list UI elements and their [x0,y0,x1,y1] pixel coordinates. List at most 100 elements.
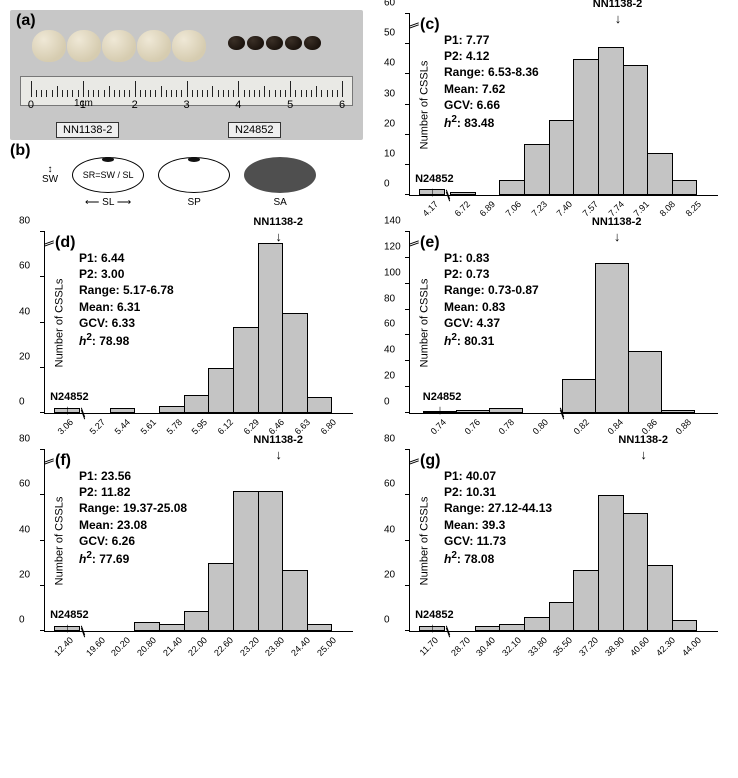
seeds-small [228,36,321,50]
sl-label: ⟵ SL ⟶ [73,197,143,208]
panel-a-label: (a) [16,12,36,30]
x-tick-label: 32.10 [500,635,523,658]
bar [456,410,490,413]
bar [628,351,662,413]
parent2-arrow-label: N24852↓ [415,173,454,185]
bar [595,263,629,413]
x-tick-label: 0.78 [497,417,516,436]
parent1-arrow-label: NN1138-2↓ [618,434,668,446]
bar [233,491,259,631]
x-tick-label: 7.23 [529,199,548,218]
x-tick-label: 42.30 [654,635,677,658]
x-tick-label: 7.06 [504,199,523,218]
panel-f: (f)Number of CSSLs02040608012.4019.6020.… [10,446,363,656]
panel-label: (d) [55,234,75,252]
bar [647,153,673,195]
x-tick-label: 44.00 [680,635,703,658]
histogram-e: (e)Number of CSSLs0204060801001201400.74… [409,232,718,414]
panel-label: (f) [55,452,71,470]
sw-label: SW [42,175,58,185]
bar [282,570,308,631]
x-tick-label: 23.20 [238,635,261,658]
x-tick-label: 28.70 [449,635,472,658]
seeds-large [32,30,206,62]
panel-b-diagram: (b) ↕ SW SR=SW / SL ⟵ SL ⟶ SP SA [10,146,363,204]
histogram-d: (d)Number of CSSLs0204060803.065.275.445… [44,232,353,414]
bar [672,620,698,631]
bar [489,408,523,413]
x-tick-label: 8.25 [683,199,702,218]
panel-g: (g)Number of CSSLs02040608011.7028.7030.… [375,446,728,656]
bar [499,180,525,195]
x-tick-label: 38.90 [603,635,626,658]
x-tick-label: 37.20 [577,635,600,658]
x-tick-label: 35.50 [551,635,574,658]
x-tick-label: 4.17 [421,199,440,218]
figure-grid: (a) 0123456 1cm NN1138-2 N24852 (b) ↕ SW [10,10,728,664]
x-tick-label: 20.20 [109,635,132,658]
bar [623,513,649,631]
x-tick-label: 7.40 [555,199,574,218]
sa-label: SA [245,197,315,208]
parent1-arrow-label: NN1138-2↓ [253,216,303,228]
x-tick-label: 5.27 [87,417,106,436]
stats-box: P1: 7.77P2: 4.12Range: 6.53-8.36Mean: 7.… [444,32,539,131]
x-tick-label: 0.80 [531,417,550,436]
x-tick-label: 12.40 [52,635,75,658]
ruler: 0123456 1cm [20,76,353,106]
histogram-g: (g)Number of CSSLs02040608011.7028.7030.… [409,450,718,632]
bar [134,622,160,631]
stats-box: P1: 0.83P2: 0.73Range: 0.73-0.87Mean: 0.… [444,250,539,349]
panel-label: (c) [420,16,440,34]
parent2-arrow-label: N24852↓ [423,391,462,403]
x-tick-label: 0.82 [571,417,590,436]
bar [598,495,624,631]
panel-d: (d)Number of CSSLs0204060803.065.275.445… [10,228,363,438]
panel-e: (e)Number of CSSLs0204060801001201400.74… [375,228,728,438]
x-tick-label: 23.80 [263,635,286,658]
histogram-c: (c)Number of CSSLs01020304050604.176.726… [409,14,718,196]
x-tick-label: 40.60 [628,635,651,658]
bar [661,410,695,413]
x-tick-label: 24.40 [289,635,312,658]
bar [573,59,599,195]
ellipse-sr: SR=SW / SL ⟵ SL ⟶ [72,157,144,193]
bar [110,408,136,413]
x-tick-label: 8.08 [658,199,677,218]
panel-b-label: (b) [10,142,30,160]
sr-text: SR=SW / SL [73,158,143,192]
parent2-arrow-label: N24852↓ [415,609,454,621]
bar [549,602,575,631]
parent2-arrow-label: N24852↓ [50,609,89,621]
stats-box: P1: 40.07P2: 10.31Range: 27.12-44.13Mean… [444,468,552,567]
bar [307,397,333,413]
ruler-unit: 1cm [74,98,93,109]
x-tick-label: 5.78 [164,417,183,436]
bar [647,565,673,631]
x-tick-label: 0.88 [674,417,693,436]
panel-label: (g) [420,452,440,470]
bar [208,368,234,413]
x-tick-label: 6.80 [318,417,337,436]
panel-a-b-wrapper: (a) 0123456 1cm NN1138-2 N24852 (b) ↕ SW [10,10,363,220]
bar [184,611,210,631]
bar [499,624,525,631]
x-tick-label: 6.12 [216,417,235,436]
bar [475,626,501,631]
bar [549,120,575,195]
x-tick-label: 22.00 [186,635,209,658]
stats-box: P1: 6.44P2: 3.00Range: 5.17-6.78Mean: 6.… [79,250,174,349]
label-n24852: N24852 [228,122,281,138]
x-tick-label: 30.40 [474,635,497,658]
bar [598,47,624,195]
histogram-f: (f)Number of CSSLs02040608012.4019.6020.… [44,450,353,632]
x-tick-label: 0.74 [428,417,447,436]
x-tick-label: 6.89 [478,199,497,218]
x-tick-label: 5.61 [139,417,158,436]
bar [233,327,259,413]
ellipse-sp: SP [158,157,230,193]
bar [573,570,599,631]
x-tick-label: 11.70 [418,635,441,658]
ellipse-sa: SA [244,157,316,193]
parent1-arrow-label: NN1138-2↓ [593,0,643,10]
